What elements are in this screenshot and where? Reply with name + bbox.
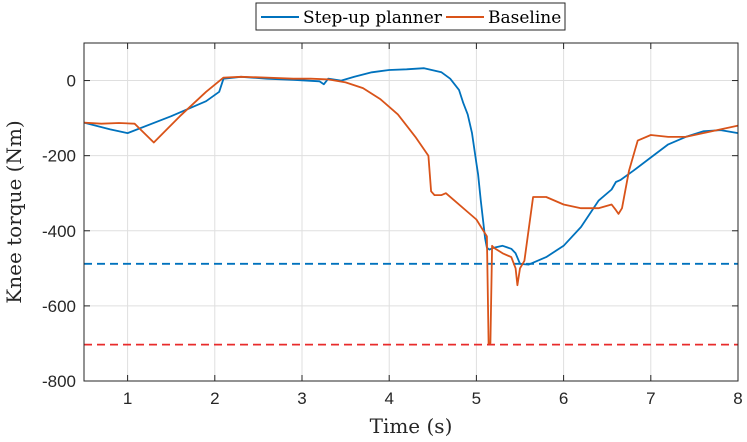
y-tick-label: 0 [67,72,76,91]
y-tick-label: -600 [42,297,76,316]
legend: Step-up planner Baseline [255,2,566,31]
x-axis-title: Time (s) [370,414,453,438]
plot-area-frame [83,42,739,382]
grid-layer [84,43,739,382]
x-tick-label: 4 [384,389,393,408]
y-tick-label: -400 [42,222,76,241]
series-layer [83,67,739,345]
x-tick-label: 2 [210,389,219,408]
reference-lines-layer [84,262,738,346]
x-tick-label: 7 [646,389,655,408]
series-line-step-up-planner [83,67,739,266]
x-tick-label: 1 [123,389,132,408]
y-tick-label: -200 [42,147,76,166]
x-tick-label: 3 [297,389,306,408]
y-tick-label: -800 [42,372,76,391]
legend-label-baseline: Baseline [488,8,561,28]
y-axis-title: Knee torque (Nm) [2,120,26,303]
x-tick-label: 8 [733,389,742,408]
legend-label-step-up-planner: Step-up planner [303,8,443,28]
legend-box [255,2,566,31]
x-tick-label: 6 [559,389,568,408]
series-line-baseline [83,75,739,345]
tick-layer: 1 2 3 4 5 6 7 8 0 -200 -400 -600 -800 [42,43,743,408]
x-tick-label: 5 [472,389,481,408]
